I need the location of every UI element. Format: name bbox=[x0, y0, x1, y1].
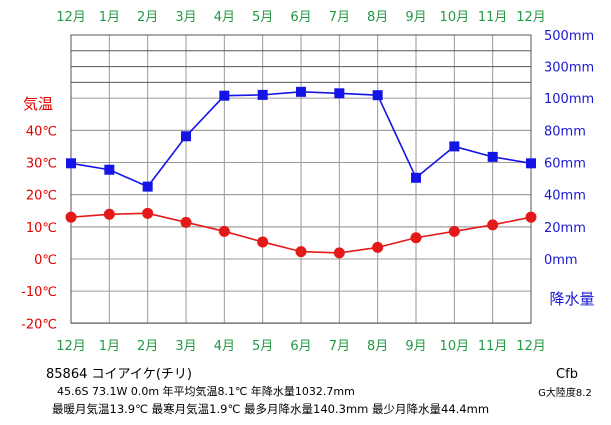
temperature-point bbox=[372, 241, 384, 253]
temperature-tick-label: 20℃ bbox=[26, 189, 57, 204]
month-label-top: 1月 bbox=[99, 10, 120, 25]
month-label-top: 10月 bbox=[440, 10, 470, 25]
month-label-top: 6月 bbox=[290, 10, 311, 25]
precipitation-point bbox=[487, 151, 498, 162]
precipitation-tick-label: 20mm bbox=[544, 221, 586, 236]
precipitation-point bbox=[104, 164, 115, 175]
month-label-top: 8月 bbox=[367, 10, 388, 25]
month-label-bottom: 4月 bbox=[214, 339, 235, 354]
month-label-bottom: 9月 bbox=[405, 339, 426, 354]
month-label-bottom: 3月 bbox=[175, 339, 196, 354]
precipitation-tick-label: 300mm bbox=[544, 61, 594, 76]
month-label-top: 4月 bbox=[214, 10, 235, 25]
precipitation-tick-label: 60mm bbox=[544, 157, 586, 172]
temperature-point bbox=[487, 219, 499, 231]
precipitation-point bbox=[257, 89, 268, 100]
temperature-tick-label: -10℃ bbox=[21, 285, 57, 300]
temperature-point bbox=[103, 208, 115, 220]
temperature-point bbox=[142, 207, 154, 219]
temperature-tick-labels: 40℃ 30℃ 20℃ 10℃ 0℃ -10℃ -20℃ bbox=[21, 124, 57, 332]
temperature-tick-label: -20℃ bbox=[21, 317, 57, 332]
precipitation-point bbox=[334, 88, 345, 99]
temperature-point bbox=[525, 211, 537, 223]
station-coords-summary: 45.6S 73.1W 0.0m 年平均気温8.1℃ 年降水量1032.7mm bbox=[57, 384, 355, 398]
temperature-point bbox=[218, 225, 230, 237]
month-label-bottom: 12月 bbox=[516, 339, 546, 354]
precipitation-axis-title: 降水量 bbox=[549, 290, 594, 308]
month-label-top: 11月 bbox=[478, 10, 508, 25]
temperature-tick-label: 30℃ bbox=[26, 156, 57, 171]
precipitation-tick-label: 40mm bbox=[544, 189, 586, 204]
precipitation-point bbox=[526, 158, 536, 169]
climate-classification: Cfb bbox=[556, 367, 578, 382]
precipitation-point bbox=[181, 131, 191, 142]
station-extremes-summary: 最暖月気温13.9℃ 最寒月気温1.9℃ 最多月降水量140.3mm 最少月降水… bbox=[52, 402, 489, 416]
precipitation-point bbox=[142, 181, 153, 192]
month-label-bottom: 11月 bbox=[478, 339, 508, 354]
plot-frame bbox=[70, 34, 532, 324]
temperature-point bbox=[180, 216, 192, 228]
temperature-point bbox=[257, 236, 269, 248]
month-label-top: 12月 bbox=[56, 10, 86, 25]
month-labels-bottom: 12月 1月 2月 3月 4月 5月 6月 7月 8月 9月 10月 11月 12月 bbox=[56, 339, 546, 354]
precipitation-point bbox=[296, 86, 306, 97]
month-label-top: 5月 bbox=[252, 10, 273, 25]
month-label-top: 12月 bbox=[516, 10, 546, 25]
precipitation-tick-labels: 500mm 300mm 100mm 80mm 60mm 40mm 20mm 0mm bbox=[544, 29, 594, 268]
precipitation-tick-label: 100mm bbox=[544, 92, 594, 107]
month-label-bottom: 2月 bbox=[137, 339, 158, 354]
precipitation-point bbox=[449, 141, 460, 152]
precipitation-tick-label: 80mm bbox=[544, 124, 586, 139]
temperature-point bbox=[295, 246, 307, 258]
station-name: 85864 コイアイケ(チリ) bbox=[46, 367, 192, 382]
temperature-point bbox=[65, 211, 77, 223]
series-markers bbox=[65, 86, 537, 259]
temperature-point bbox=[410, 232, 422, 244]
precipitation-point bbox=[66, 158, 76, 169]
temperature-axis-title: 気温 bbox=[23, 95, 53, 113]
month-label-top: 7月 bbox=[329, 10, 350, 25]
month-label-bottom: 5月 bbox=[252, 339, 273, 354]
month-labels-top: 12月 1月 2月 3月 4月 5月 6月 7月 8月 9月 10月 11月 12月 bbox=[56, 10, 546, 25]
precipitation-point bbox=[219, 90, 230, 101]
month-label-top: 9月 bbox=[405, 10, 426, 25]
month-label-bottom: 10月 bbox=[440, 339, 470, 354]
temperature-tick-label: 40℃ bbox=[26, 124, 57, 139]
month-label-bottom: 8月 bbox=[367, 339, 388, 354]
continentality-index: G大陸度8.2 bbox=[538, 386, 592, 399]
precipitation-point bbox=[411, 172, 421, 183]
month-label-top: 2月 bbox=[137, 10, 158, 25]
month-label-bottom: 12月 bbox=[56, 339, 86, 354]
month-label-bottom: 7月 bbox=[329, 339, 350, 354]
temperature-point bbox=[333, 247, 345, 259]
gridlines bbox=[70, 34, 532, 324]
month-label-bottom: 1月 bbox=[99, 339, 120, 354]
precipitation-tick-label: 0mm bbox=[544, 253, 578, 268]
temperature-point bbox=[448, 225, 460, 237]
month-label-bottom: 6月 bbox=[290, 339, 311, 354]
temperature-tick-label: 10℃ bbox=[26, 221, 57, 236]
precipitation-tick-label: 500mm bbox=[544, 29, 594, 44]
temperature-tick-label: 0℃ bbox=[34, 253, 57, 268]
precipitation-point bbox=[372, 90, 383, 101]
month-label-top: 3月 bbox=[175, 10, 196, 25]
